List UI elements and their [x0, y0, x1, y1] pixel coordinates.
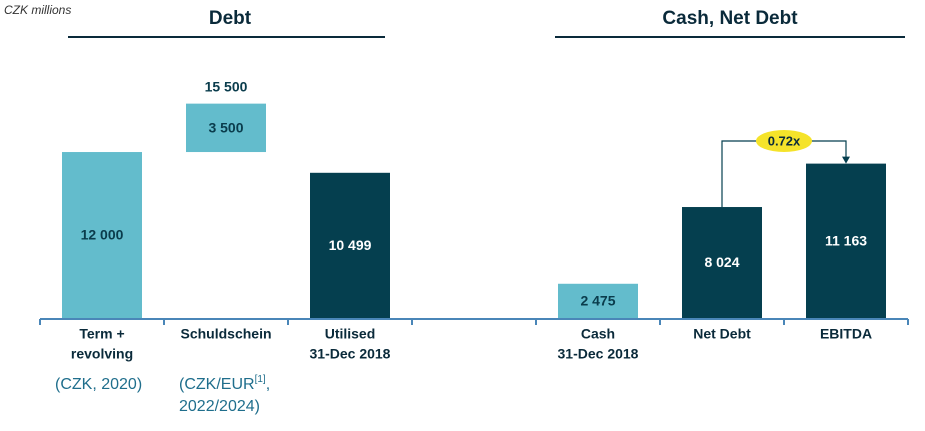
bar: [558, 283, 638, 318]
value-label: 10 499: [329, 237, 372, 253]
category-note: (CZK/EUR[1],: [179, 374, 270, 394]
category-note: (CZK, 2020): [55, 376, 142, 393]
panel-title: Cash, Net Debt: [662, 8, 798, 29]
bar: [682, 207, 762, 318]
x-tick-label: Utilised: [325, 326, 376, 342]
x-tick-label: 31-Dec 2018: [310, 346, 391, 362]
x-tick-label: Schuldschein: [180, 326, 271, 342]
annotation-badge: [756, 130, 812, 152]
note-superscript: [1]: [255, 374, 266, 385]
annotation-label: 0.72x: [768, 133, 801, 148]
value-label: 8 024: [704, 254, 739, 270]
bar: [310, 172, 390, 318]
value-label: 2 475: [580, 293, 615, 309]
note-text: (CZK/EUR: [179, 376, 255, 393]
bar: [186, 103, 266, 153]
value-label: 3 500: [208, 120, 243, 136]
units-label: CZK millions: [4, 3, 71, 17]
value-label: 12 000: [81, 227, 124, 243]
category-note: 2022/2024): [179, 398, 260, 415]
bar: [62, 152, 142, 318]
note-text: ,: [266, 376, 270, 393]
total-label: 15 500: [205, 78, 248, 94]
bar: [806, 163, 886, 318]
x-tick-label: EBITDA: [820, 326, 872, 342]
panel-title: Debt: [209, 8, 252, 29]
arrowhead: [842, 156, 850, 164]
x-tick-label: Cash: [581, 326, 615, 342]
note-text: (CZK, 2020): [55, 376, 142, 393]
x-tick-label: Term +: [79, 326, 124, 342]
x-tick-label: Net Debt: [693, 326, 751, 342]
x-tick-label: revolving: [71, 346, 133, 362]
value-label: 11 163: [825, 233, 867, 249]
x-tick-label: 31-Dec 2018: [558, 346, 639, 362]
